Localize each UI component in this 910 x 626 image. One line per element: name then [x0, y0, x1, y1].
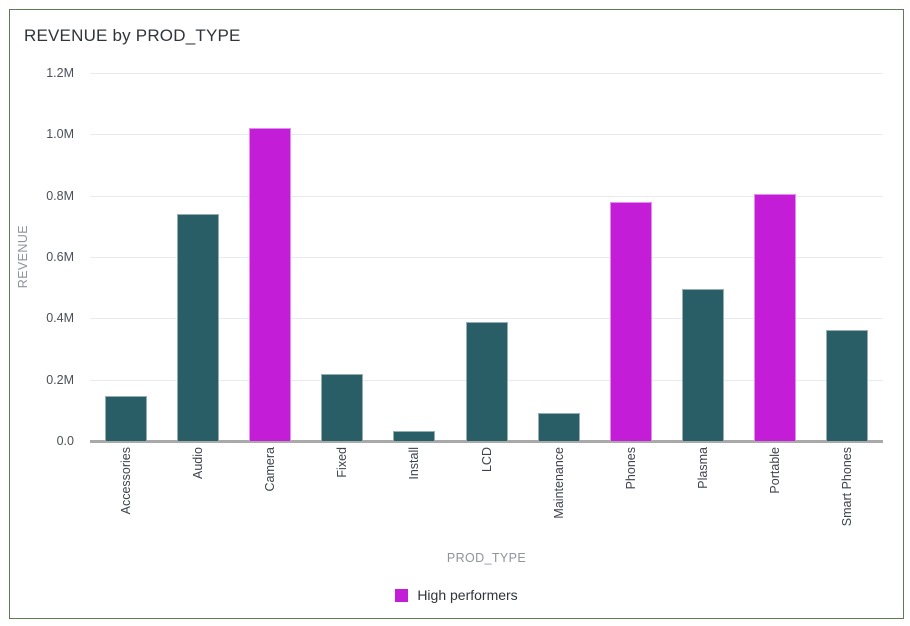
gridline-1.2M: [90, 73, 883, 74]
x-tick-label-fixed: Fixed: [335, 447, 350, 478]
legend-label: High performers: [417, 587, 518, 603]
bar-fixed[interactable]: [321, 374, 364, 441]
y-axis-ticks: 0.0 0.2M 0.4M 0.6M 0.8M 1.0M 1.2M: [10, 66, 74, 448]
bar-audio[interactable]: [177, 214, 220, 441]
y-tick-label-0.6M: 0.6M: [46, 250, 74, 264]
bar-phones[interactable]: [609, 202, 652, 441]
bar-portable[interactable]: [753, 193, 796, 441]
x-tick-label-plasma: Plasma: [695, 447, 710, 489]
x-label-cell-camera: Camera: [234, 447, 306, 543]
bar-column-portable: [739, 73, 811, 441]
bar-lcd[interactable]: [465, 322, 508, 441]
gridline-0.6M: [90, 257, 883, 258]
x-label-cell-phones: Phones: [595, 447, 667, 543]
y-tick-label-0.8M: 0.8M: [46, 188, 74, 203]
bars-container: [90, 73, 883, 441]
x-label-cell-fixed: Fixed: [306, 447, 378, 543]
x-tick-label-camera: Camera: [263, 447, 278, 492]
bar-camera[interactable]: [249, 128, 292, 441]
gridline-0.8M: [90, 195, 883, 197]
x-tick-label-maintenance: Maintenance: [551, 447, 566, 519]
bar-column-lcd: [450, 73, 522, 441]
x-tick-label-accessories: Accessories: [119, 447, 134, 515]
bar-accessories[interactable]: [105, 395, 148, 441]
x-label-cell-smart-phones: Smart Phones: [811, 447, 883, 543]
bar-column-install: [378, 73, 450, 441]
bar-column-phones: [595, 73, 667, 441]
legend-item-high-performers[interactable]: High performers: [10, 587, 903, 603]
bar-column-smart-phones: [811, 73, 883, 441]
bar-install[interactable]: [393, 430, 436, 441]
y-tick-label-0.0: 0.0: [56, 434, 74, 448]
x-tick-label-smart-phones: Smart Phones: [839, 447, 854, 527]
gridline-0.4M: [90, 318, 883, 320]
y-tick-label-0.2M: 0.2M: [46, 372, 74, 387]
y-tick-label-1.0M: 1.0M: [46, 127, 74, 142]
y-tick-label-1.2M: 1.2M: [46, 66, 74, 80]
x-axis-line: [90, 440, 883, 443]
x-tick-label-lcd: LCD: [479, 447, 494, 473]
x-label-cell-accessories: Accessories: [90, 447, 162, 543]
x-label-cell-portable: Portable: [739, 447, 811, 543]
x-label-cell-audio: Audio: [162, 447, 234, 543]
chart-title: REVENUE by PROD_TYPE: [24, 26, 241, 45]
bar-column-camera: [234, 73, 306, 441]
bar-column-fixed: [306, 73, 378, 441]
gridline-1.0M: [90, 134, 883, 136]
x-label-cell-lcd: LCD: [450, 447, 522, 543]
x-axis-title: PROD_TYPE: [446, 551, 527, 565]
bar-column-maintenance: [523, 73, 595, 441]
bar-column-audio: [162, 73, 234, 441]
x-label-cell-maintenance: Maintenance: [523, 447, 595, 543]
x-tick-label-portable: Portable: [767, 447, 782, 494]
y-tick-label-0.4M: 0.4M: [46, 311, 74, 326]
chart-card: REVENUE by PROD_TYPE REVENUE 0.0 0.2M 0.4M…: [9, 9, 904, 619]
x-label-cell-install: Install: [378, 447, 450, 543]
bar-plasma[interactable]: [681, 288, 724, 441]
bar-column-plasma: [667, 73, 739, 441]
x-axis-labels: Accessories Audio Camera Fixed Install LCD Mai…: [90, 447, 883, 543]
x-label-cell-plasma: Plasma: [667, 447, 739, 543]
x-tick-label-install: Install: [407, 447, 422, 480]
bar-column-accessories: [90, 73, 162, 441]
plot-area: [90, 73, 883, 443]
x-tick-label-audio: Audio: [191, 447, 206, 479]
bar-smart-phones[interactable]: [825, 329, 868, 441]
x-tick-label-phones: Phones: [623, 447, 638, 490]
bar-maintenance[interactable]: [537, 413, 580, 441]
legend-swatch: [395, 588, 409, 602]
